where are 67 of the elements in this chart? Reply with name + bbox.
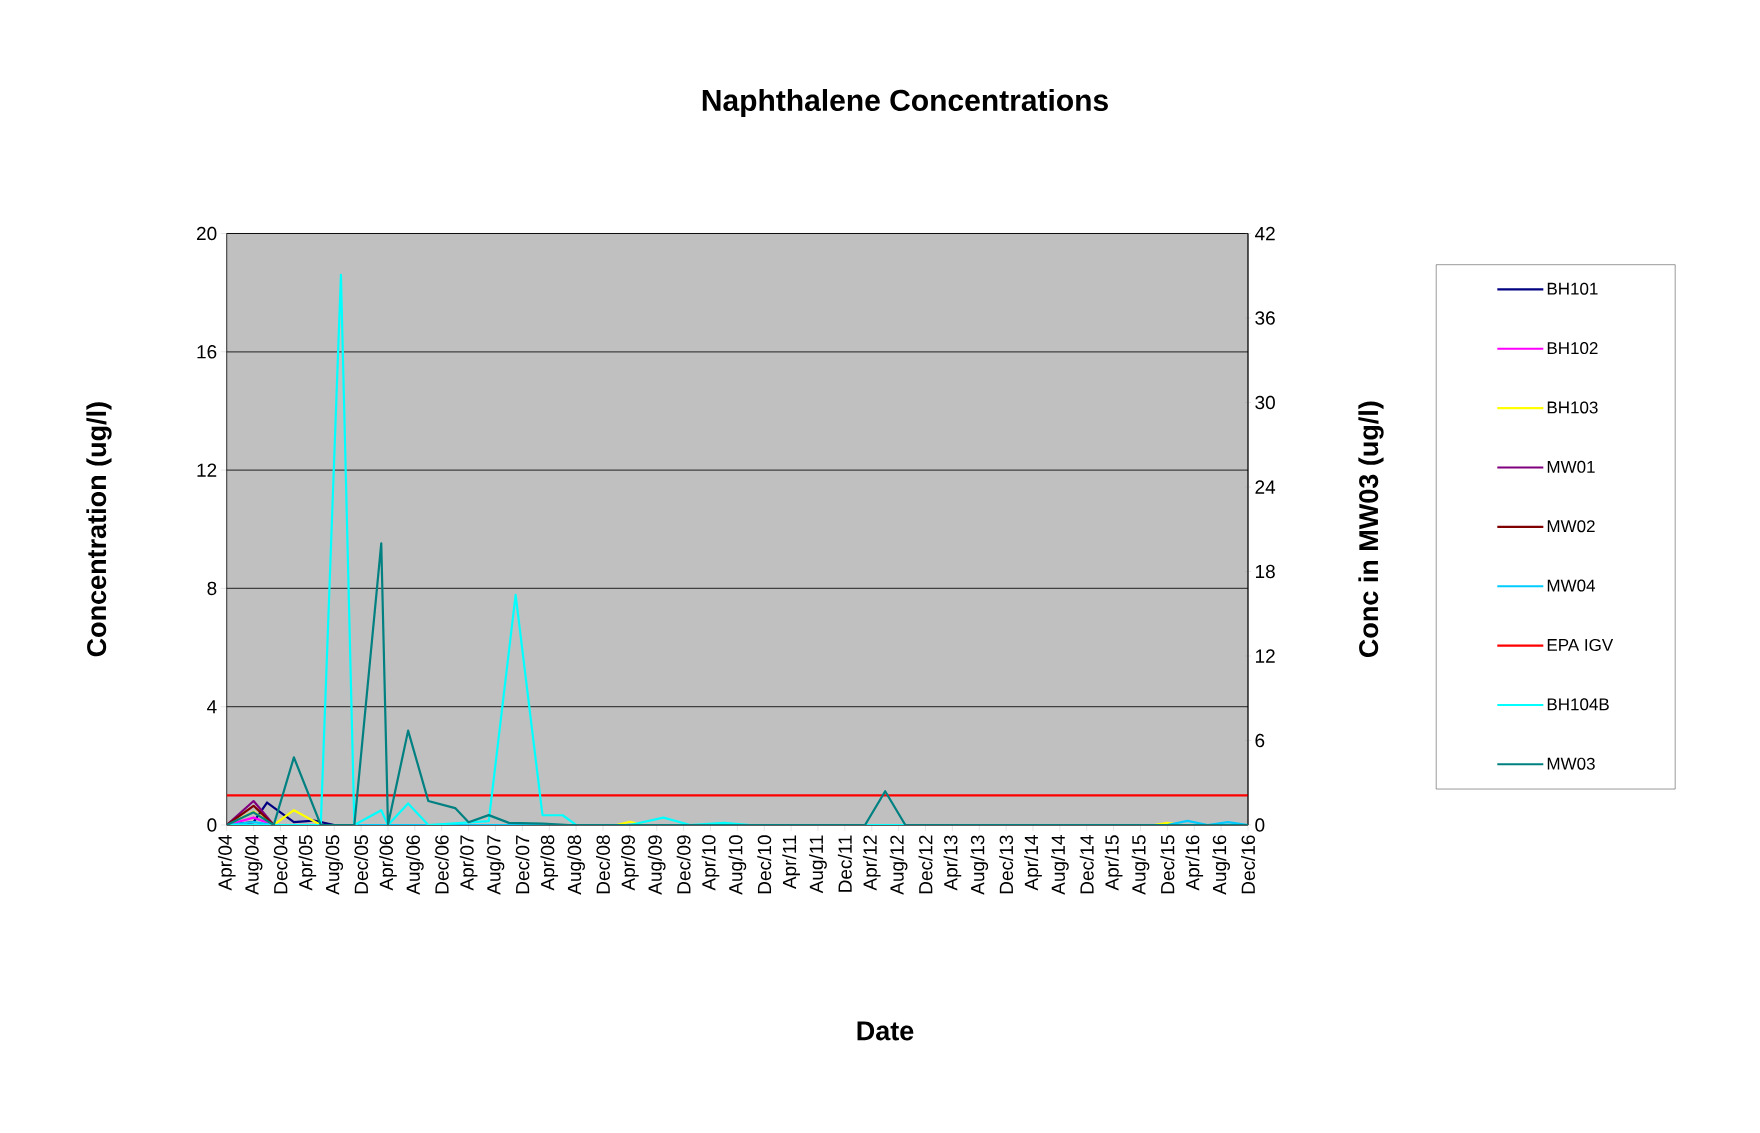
y-tick-label: 12 bbox=[197, 463, 217, 477]
x-axis-title: Date bbox=[857, 1021, 914, 1041]
x-tick-label: Apr/10 bbox=[701, 835, 720, 891]
y-tick-label: 20 bbox=[197, 226, 217, 241]
x-tick-label: Dec/13 bbox=[999, 835, 1014, 894]
x-tick-label: Aug/14 bbox=[1051, 835, 1069, 895]
y2-tick-label: 0 bbox=[1255, 818, 1265, 832]
x-tick-label: Aug/09 bbox=[647, 835, 666, 895]
legend-label: MW01 bbox=[1547, 460, 1595, 473]
legend-label: BH103 bbox=[1547, 401, 1598, 414]
x-tick-label: Apr/08 bbox=[540, 835, 559, 891]
x-tick-label: Apr/13 bbox=[943, 835, 962, 891]
x-tick-label: Dec/15 bbox=[1160, 835, 1175, 894]
legend-label: EPA IGV bbox=[1547, 638, 1614, 651]
x-tick-label: Aug/08 bbox=[567, 835, 585, 895]
x-tick-label: Dec/06 bbox=[434, 835, 449, 894]
x-tick-label: Apr/07 bbox=[459, 835, 478, 891]
x-tick-label: Aug/07 bbox=[486, 835, 505, 895]
legend-label: BH102 bbox=[1547, 342, 1598, 355]
x-tick-label: Apr/09 bbox=[621, 835, 639, 891]
legend-label: MW02 bbox=[1547, 520, 1595, 533]
y2-tick-label: 36 bbox=[1255, 311, 1275, 325]
x-tick-label: Aug/06 bbox=[405, 835, 424, 895]
y-tick-label: 0 bbox=[207, 818, 217, 832]
x-tick-label: Aug/04 bbox=[244, 835, 263, 895]
y-tick-label: 4 bbox=[207, 700, 217, 714]
x-tick-label: Apr/14 bbox=[1024, 835, 1042, 891]
legend-label: BH101 bbox=[1547, 282, 1598, 295]
x-tick-label: Dec/08 bbox=[596, 835, 610, 894]
y2-tick-label: 12 bbox=[1255, 649, 1275, 663]
x-tick-label: Aug/15 bbox=[1131, 835, 1150, 895]
x-tick-label: Apr/04 bbox=[217, 835, 236, 891]
line-series bbox=[226, 542, 1249, 825]
x-tick-label: Apr/16 bbox=[1185, 835, 1204, 891]
legend-label: BH104B bbox=[1547, 698, 1609, 711]
y2-tick-label: 30 bbox=[1255, 395, 1275, 410]
y2-tick-label: 6 bbox=[1255, 733, 1265, 748]
x-tick-label: Apr/11 bbox=[782, 835, 800, 890]
y2-axis-title: Conc in MW03 (ug/l) bbox=[1358, 401, 1384, 658]
y-axis-title: Concentration (ug/l) bbox=[86, 402, 112, 657]
chart-title: Naphthalene Concentrations bbox=[702, 89, 1108, 117]
x-tick-label: Aug/11 bbox=[809, 835, 827, 894]
x-tick-label: Dec/04 bbox=[273, 835, 288, 894]
x-tick-label: Aug/05 bbox=[325, 835, 344, 895]
x-tick-label: Dec/16 bbox=[1241, 835, 1255, 894]
legend-label: MW04 bbox=[1547, 579, 1596, 592]
x-tick-label: Dec/11 bbox=[837, 835, 852, 892]
x-tick-label: Aug/13 bbox=[970, 835, 989, 895]
y-tick-label: 8 bbox=[207, 581, 217, 596]
x-tick-label: Apr/15 bbox=[1104, 835, 1123, 891]
x-tick-label: Dec/05 bbox=[354, 835, 369, 894]
x-tick-label: Aug/10 bbox=[728, 835, 747, 895]
y2-tick-label: 18 bbox=[1255, 564, 1275, 579]
x-tick-label: Dec/10 bbox=[757, 835, 772, 894]
x-tick-label: Aug/12 bbox=[889, 835, 908, 895]
legend-label: MW03 bbox=[1547, 757, 1595, 770]
x-tick-label: Dec/07 bbox=[515, 835, 530, 894]
x-tick-label: Aug/16 bbox=[1212, 835, 1230, 895]
x-tick-label: Apr/06 bbox=[379, 835, 397, 891]
y-tick-label: 16 bbox=[197, 345, 217, 359]
x-tick-label: Apr/05 bbox=[298, 835, 317, 891]
x-tick-label: Dec/12 bbox=[918, 835, 933, 894]
x-tick-label: Apr/12 bbox=[862, 835, 881, 891]
y2-tick-label: 42 bbox=[1254, 226, 1275, 241]
x-tick-label: Dec/14 bbox=[1079, 835, 1094, 894]
y2-tick-label: 24 bbox=[1255, 480, 1276, 494]
x-tick-label: Dec/09 bbox=[676, 835, 691, 894]
